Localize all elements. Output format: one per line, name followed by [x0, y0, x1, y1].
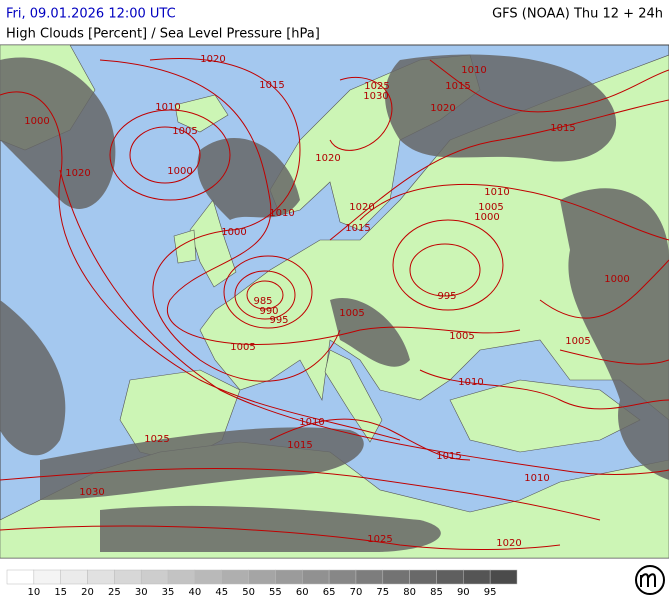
- datetime: Fri, 09.01.2026 12:00 UTC: [6, 7, 176, 22]
- isobar-label: 1000: [221, 227, 246, 238]
- isobar-label: 1025: [364, 81, 389, 92]
- isobar-label: 1020: [315, 153, 340, 164]
- legend-swatch: [355, 569, 384, 585]
- isobar-label: 1020: [349, 202, 374, 213]
- isobar-label: 1015: [436, 451, 461, 462]
- isobar-label: 1025: [367, 534, 392, 545]
- legend: 10 15 20 25 30 35 40 45 50 55 60 65 70 75 80 85 90 95: [6, 569, 518, 598]
- isobar-label: 1030: [79, 487, 104, 498]
- isobar-label: 985: [253, 296, 272, 307]
- isobar-label: 1010: [524, 473, 549, 484]
- legend-label: 70: [350, 587, 363, 598]
- isobar-label: 1015: [550, 123, 575, 134]
- legend-label: 50: [242, 587, 255, 598]
- legend-label: 10: [27, 587, 40, 598]
- legend-swatch: [409, 569, 437, 585]
- isobar-label: 1000: [167, 166, 192, 177]
- isobar-label: 995: [269, 315, 288, 326]
- isobars: [0, 58, 669, 551]
- isobar-label: 1005: [478, 202, 503, 213]
- isobar-label: 1020: [496, 538, 521, 549]
- legend-label: 40: [189, 587, 202, 598]
- legend-label: 20: [81, 587, 94, 598]
- legend-label: 80: [403, 587, 416, 598]
- legend-swatch: [382, 569, 410, 585]
- isobar-label: 1010: [299, 417, 324, 428]
- isobar-label: 1005: [339, 308, 364, 319]
- legend-swatch: [489, 569, 518, 585]
- legend-swatch: [463, 569, 491, 585]
- logo: [635, 565, 665, 595]
- legend-swatch: [302, 569, 330, 585]
- legend-label: 55: [269, 587, 282, 598]
- model: GFS (NOAA) Thu 12 + 24h: [492, 7, 663, 22]
- legend-label: 90: [457, 587, 470, 598]
- isobar-label: 1005: [172, 126, 197, 137]
- legend-swatch: [436, 569, 464, 585]
- legend-label: 15: [54, 587, 67, 598]
- legend-label: 85: [430, 587, 443, 598]
- legend-swatch: [87, 569, 115, 585]
- isobar-label: 1030: [363, 91, 388, 102]
- isobar-label: 1010: [155, 102, 180, 113]
- isobar-label: 1000: [24, 116, 49, 127]
- legend-swatch: [194, 569, 222, 585]
- isobar-label: 1005: [565, 336, 590, 347]
- legend-label: 65: [323, 587, 336, 598]
- isobar-label: 1020: [65, 168, 90, 179]
- legend-label: 75: [376, 587, 389, 598]
- isobar-label: 1010: [269, 208, 294, 219]
- legend-label: 45: [215, 587, 228, 598]
- legend-swatch: [167, 569, 196, 585]
- isobar-label: 1015: [445, 81, 470, 92]
- legend-label: 95: [484, 587, 497, 598]
- isobar-label: 1010: [461, 65, 486, 76]
- isobar-label: 1005: [449, 331, 474, 342]
- legend-swatch: [275, 569, 303, 585]
- legend-label: 25: [108, 587, 121, 598]
- isobar-label: 1015: [345, 223, 370, 234]
- legend-swatch: [6, 569, 35, 585]
- map: [0, 44, 669, 559]
- legend-swatch: [248, 569, 276, 585]
- legend-swatch: [33, 569, 61, 585]
- isobar-label: 1010: [484, 187, 509, 198]
- legend-label: 30: [135, 587, 148, 598]
- map-title: High Clouds [Percent] / Sea Level Pressu…: [6, 27, 320, 42]
- legend-swatch: [114, 569, 142, 585]
- legend-swatch: [328, 569, 357, 585]
- isobar-label: 1010: [458, 377, 483, 388]
- isobar-label: 990: [259, 306, 278, 317]
- isobar-label: 1015: [259, 80, 284, 91]
- legend-swatch: [140, 569, 169, 585]
- legend-swatch: [60, 569, 88, 585]
- legend-swatch: [221, 569, 249, 585]
- isobar-label: 995: [437, 291, 456, 302]
- isobar-label: 1020: [200, 54, 225, 65]
- isobar-label: 1000: [604, 274, 629, 285]
- legend-label: 60: [296, 587, 309, 598]
- legend-label: 35: [162, 587, 175, 598]
- isobar-label: 1000: [474, 212, 499, 223]
- isobar-label: 1025: [144, 434, 169, 445]
- isobar-label: 1020: [430, 103, 455, 114]
- isobar-label: 1005: [230, 342, 255, 353]
- clouds: [0, 54, 669, 552]
- isobar-label: 1015: [287, 440, 312, 451]
- isobar-labels: 1020101510101000100510001020102510301010…: [24, 54, 629, 549]
